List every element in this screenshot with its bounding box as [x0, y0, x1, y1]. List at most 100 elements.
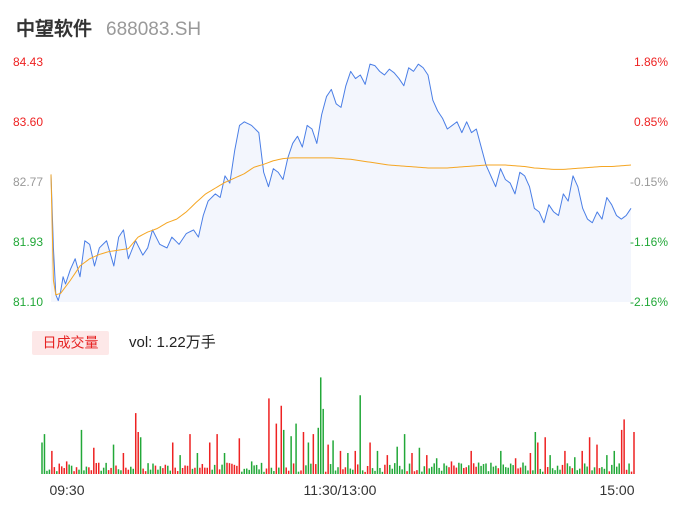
volume-bar — [85, 466, 88, 474]
volume-bar — [186, 465, 189, 474]
volume-bar — [56, 471, 58, 474]
volume-bar — [93, 447, 95, 474]
volume-bar — [329, 464, 332, 474]
volume-bar — [379, 467, 381, 474]
volume-bar — [347, 453, 349, 474]
volume-bar — [583, 463, 586, 474]
volume-bar — [504, 467, 507, 474]
volume-tab[interactable]: 日成交量 — [32, 331, 109, 355]
volume-bar — [305, 465, 307, 474]
time-tick-label: 09:30 — [49, 482, 84, 498]
volume-bar — [418, 447, 421, 474]
volume-bar — [179, 455, 181, 474]
volume-bar — [107, 470, 110, 474]
volume-bar — [95, 463, 98, 474]
volume-bar — [393, 463, 396, 474]
volume-bar — [70, 465, 73, 474]
volume-bar — [396, 446, 398, 474]
volume-bar — [391, 468, 394, 474]
volume-bar — [337, 467, 339, 474]
price-area — [51, 64, 631, 302]
volume-bar — [319, 377, 322, 474]
volume-bar — [500, 450, 502, 474]
volume-bar — [334, 470, 337, 474]
volume-tab-label: 日成交量 — [43, 335, 99, 351]
volume-bar — [477, 462, 480, 474]
volume-bar — [65, 461, 68, 474]
volume-bar — [127, 469, 130, 474]
volume-bar — [574, 457, 576, 474]
volume-bar — [581, 450, 583, 474]
percent-label: 0.85% — [634, 115, 668, 129]
volume-bar — [566, 463, 569, 474]
volume-bar — [569, 466, 571, 474]
volume-bar — [578, 468, 581, 474]
volume-bar — [248, 469, 250, 474]
price-line — [50, 63, 632, 302]
volume-bar — [315, 464, 317, 474]
volume-bar — [88, 467, 90, 474]
percent-axis-labels: 1.86% 0.85% -0.15% -1.16% -2.16% — [630, 55, 668, 309]
volume-bar — [285, 467, 287, 474]
volume-bar — [428, 468, 431, 474]
volume-bar — [189, 434, 191, 474]
volume-bar — [78, 469, 80, 474]
volume-bar — [472, 463, 475, 474]
volume-bar — [287, 470, 290, 474]
volume-bar — [258, 469, 260, 474]
volume-bar — [184, 465, 186, 474]
volume-bar — [307, 442, 310, 474]
volume-bar — [226, 462, 228, 474]
volume-bar — [475, 466, 477, 474]
volume-bar — [623, 419, 625, 474]
volume-bar — [411, 453, 413, 474]
volume-bar — [102, 467, 105, 474]
volume-bar — [564, 450, 566, 474]
volume-bar — [465, 467, 468, 474]
volume-bar — [389, 464, 391, 474]
volume-bar — [41, 442, 43, 474]
volume-bar — [290, 436, 292, 474]
volume-bar — [559, 469, 561, 474]
volume-bar — [211, 469, 213, 474]
volume-bar — [512, 465, 514, 474]
volume-bar — [490, 462, 492, 474]
volume-bar — [416, 470, 418, 474]
volume-bar — [534, 432, 537, 474]
volume-bar — [403, 434, 406, 474]
volume-bar — [162, 468, 164, 474]
price-label: 81.10 — [13, 295, 43, 309]
volume-bar — [268, 398, 270, 474]
volume-bar — [458, 462, 460, 474]
price-label: 83.60 — [13, 115, 43, 129]
volume-bar — [270, 467, 273, 474]
volume-bar — [502, 464, 505, 474]
volume-bar — [386, 455, 389, 474]
stock-name: 中望软件 — [16, 18, 93, 40]
volume-bar — [618, 463, 620, 474]
stock-code: 688083.SH — [106, 19, 202, 40]
volume-bar — [349, 468, 352, 474]
volume-bar — [176, 471, 179, 474]
volume-bar — [371, 468, 374, 474]
volume-bar — [445, 465, 448, 474]
volume-bar — [191, 468, 194, 474]
volume-bar — [359, 395, 361, 474]
volume-bar — [435, 458, 438, 474]
volume-bar — [223, 453, 226, 474]
volume-bar — [302, 432, 305, 474]
volume-bar — [295, 423, 297, 474]
volume-bar — [352, 469, 354, 474]
volume-bar — [603, 468, 606, 474]
volume-bar — [593, 467, 596, 474]
volume-bar — [233, 464, 236, 474]
volume-bar — [551, 468, 554, 474]
volume-bar — [356, 464, 359, 474]
average-line — [50, 157, 632, 296]
volume-bar — [541, 471, 544, 474]
volume-bar — [132, 468, 135, 474]
volume-bar — [171, 442, 174, 474]
volume-bar — [514, 458, 517, 474]
volume-bar — [576, 470, 579, 474]
volume-bar — [137, 432, 139, 474]
